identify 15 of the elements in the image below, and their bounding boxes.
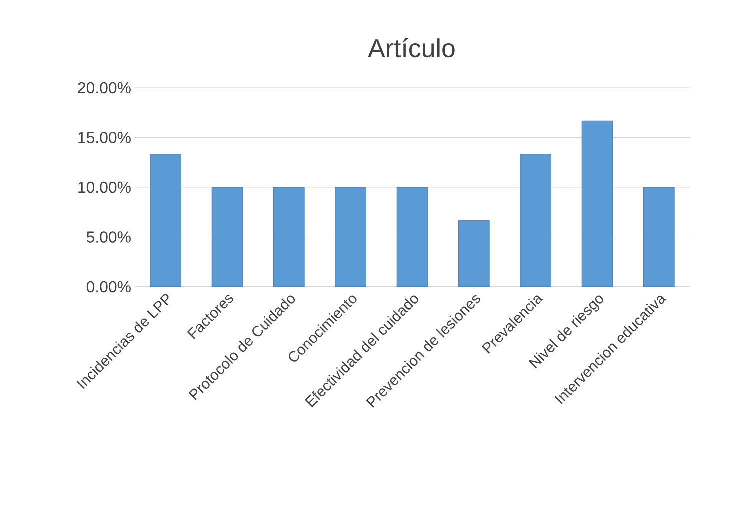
bar [396,187,428,288]
bar [582,120,614,288]
bar [520,154,552,288]
bar [335,187,366,288]
bar [274,187,305,288]
y-tick-label: 0.00% [86,281,131,293]
y-tick-label: 20.00% [78,82,131,94]
y-tick-label: 10.00% [78,182,131,194]
chart-title: Artículo [368,38,455,58]
bar [458,220,490,288]
bar [212,187,244,288]
bar [150,154,182,288]
bar [644,187,675,288]
y-tick-label: 5.00% [86,232,131,243]
y-tick-label: 15.00% [78,132,131,144]
